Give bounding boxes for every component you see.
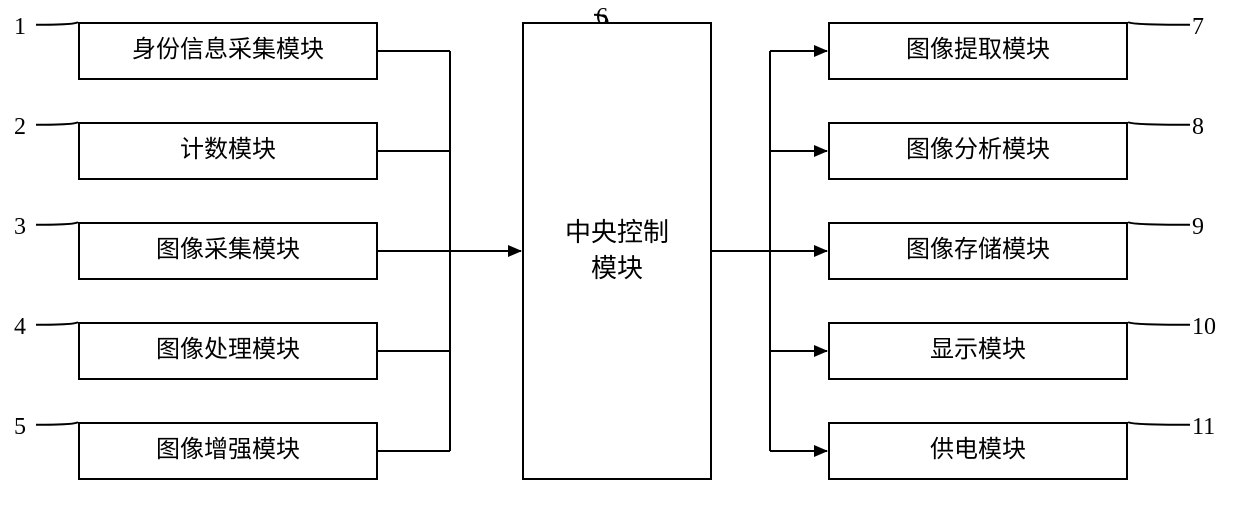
left-node-3-number: 3 [14,214,26,241]
left-node-4: 图像处理模块 [78,322,378,380]
right-node-11: 供电模块 [828,422,1128,480]
right-node-7-label: 图像提取模块 [906,34,1050,68]
right-node-10: 显示模块 [828,322,1128,380]
left-node-4-label: 图像处理模块 [156,334,300,368]
right-node-7-number: 7 [1192,14,1204,41]
right-node-8-number: 8 [1192,114,1204,141]
right-node-8-label: 图像分析模块 [906,134,1050,168]
right-node-9: 图像存储模块 [828,222,1128,280]
left-node-2-number: 2 [14,114,26,141]
right-node-11-number: 11 [1192,414,1215,441]
left-node-3-label: 图像采集模块 [156,234,300,268]
left-node-2: 计数模块 [78,122,378,180]
left-node-5-label: 图像增强模块 [156,434,300,468]
left-node-1-label: 身份信息采集模块 [132,34,324,68]
center-node-label: 中央控制 模块 [565,215,669,288]
left-node-1: 身份信息采集模块 [78,22,378,80]
left-node-1-number: 1 [14,14,26,41]
right-node-10-number: 10 [1192,314,1216,341]
left-node-5-number: 5 [14,414,26,441]
right-node-9-label: 图像存储模块 [906,234,1050,268]
right-node-10-label: 显示模块 [930,334,1026,368]
center-node-number: 6 [596,4,608,31]
left-node-4-number: 4 [14,314,26,341]
left-node-5: 图像增强模块 [78,422,378,480]
right-node-7: 图像提取模块 [828,22,1128,80]
left-node-3: 图像采集模块 [78,222,378,280]
right-node-11-label: 供电模块 [930,434,1026,468]
right-node-8: 图像分析模块 [828,122,1128,180]
right-node-9-number: 9 [1192,214,1204,241]
center-node: 中央控制 模块 [522,22,712,480]
left-node-2-label: 计数模块 [180,134,276,168]
